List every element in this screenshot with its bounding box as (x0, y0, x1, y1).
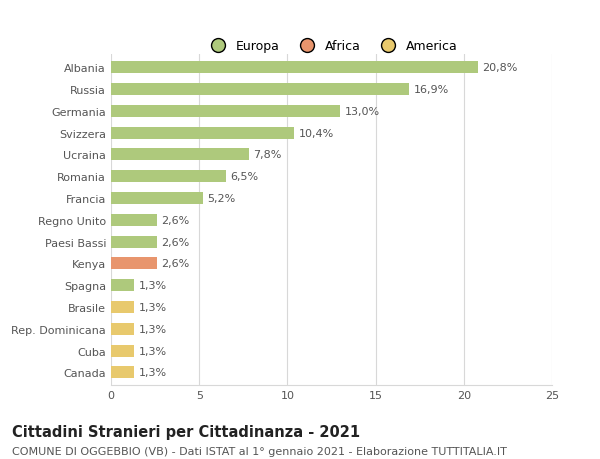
Text: 20,8%: 20,8% (482, 63, 518, 73)
Bar (111, 106, 340, 118)
Text: Cittadini Stranieri per Cittadinanza - 2021: Cittadini Stranieri per Cittadinanza - 2… (12, 425, 360, 440)
Text: COMUNE DI OGGEBBIO (VB) - Dati ISTAT al 1° gennaio 2021 - Elaborazione TUTTITALI: COMUNE DI OGGEBBIO (VB) - Dati ISTAT al … (12, 446, 507, 456)
Bar (111, 280, 134, 291)
Bar (111, 62, 478, 74)
Text: 1,3%: 1,3% (139, 302, 166, 312)
Text: 1,3%: 1,3% (139, 280, 166, 291)
Bar (111, 214, 157, 226)
Text: 2,6%: 2,6% (161, 259, 190, 269)
Text: 1,3%: 1,3% (139, 324, 166, 334)
Text: 6,5%: 6,5% (230, 172, 258, 182)
Text: 10,4%: 10,4% (299, 129, 334, 138)
Bar (111, 171, 226, 183)
Bar (111, 128, 295, 140)
Text: 1,3%: 1,3% (139, 368, 166, 377)
Text: 1,3%: 1,3% (139, 346, 166, 356)
Bar (111, 323, 134, 335)
Text: 2,6%: 2,6% (161, 237, 190, 247)
Bar (111, 84, 409, 96)
Bar (111, 236, 157, 248)
Bar (111, 345, 134, 357)
Bar (111, 301, 134, 313)
Text: 5,2%: 5,2% (207, 194, 235, 204)
Bar (111, 149, 248, 161)
Bar (111, 258, 157, 270)
Bar (111, 193, 203, 205)
Text: 16,9%: 16,9% (413, 85, 449, 95)
Bar (111, 367, 134, 379)
Legend: Europa, Africa, America: Europa, Africa, America (201, 35, 462, 58)
Text: 7,8%: 7,8% (253, 150, 281, 160)
Text: 2,6%: 2,6% (161, 215, 190, 225)
Text: 13,0%: 13,0% (345, 106, 380, 117)
